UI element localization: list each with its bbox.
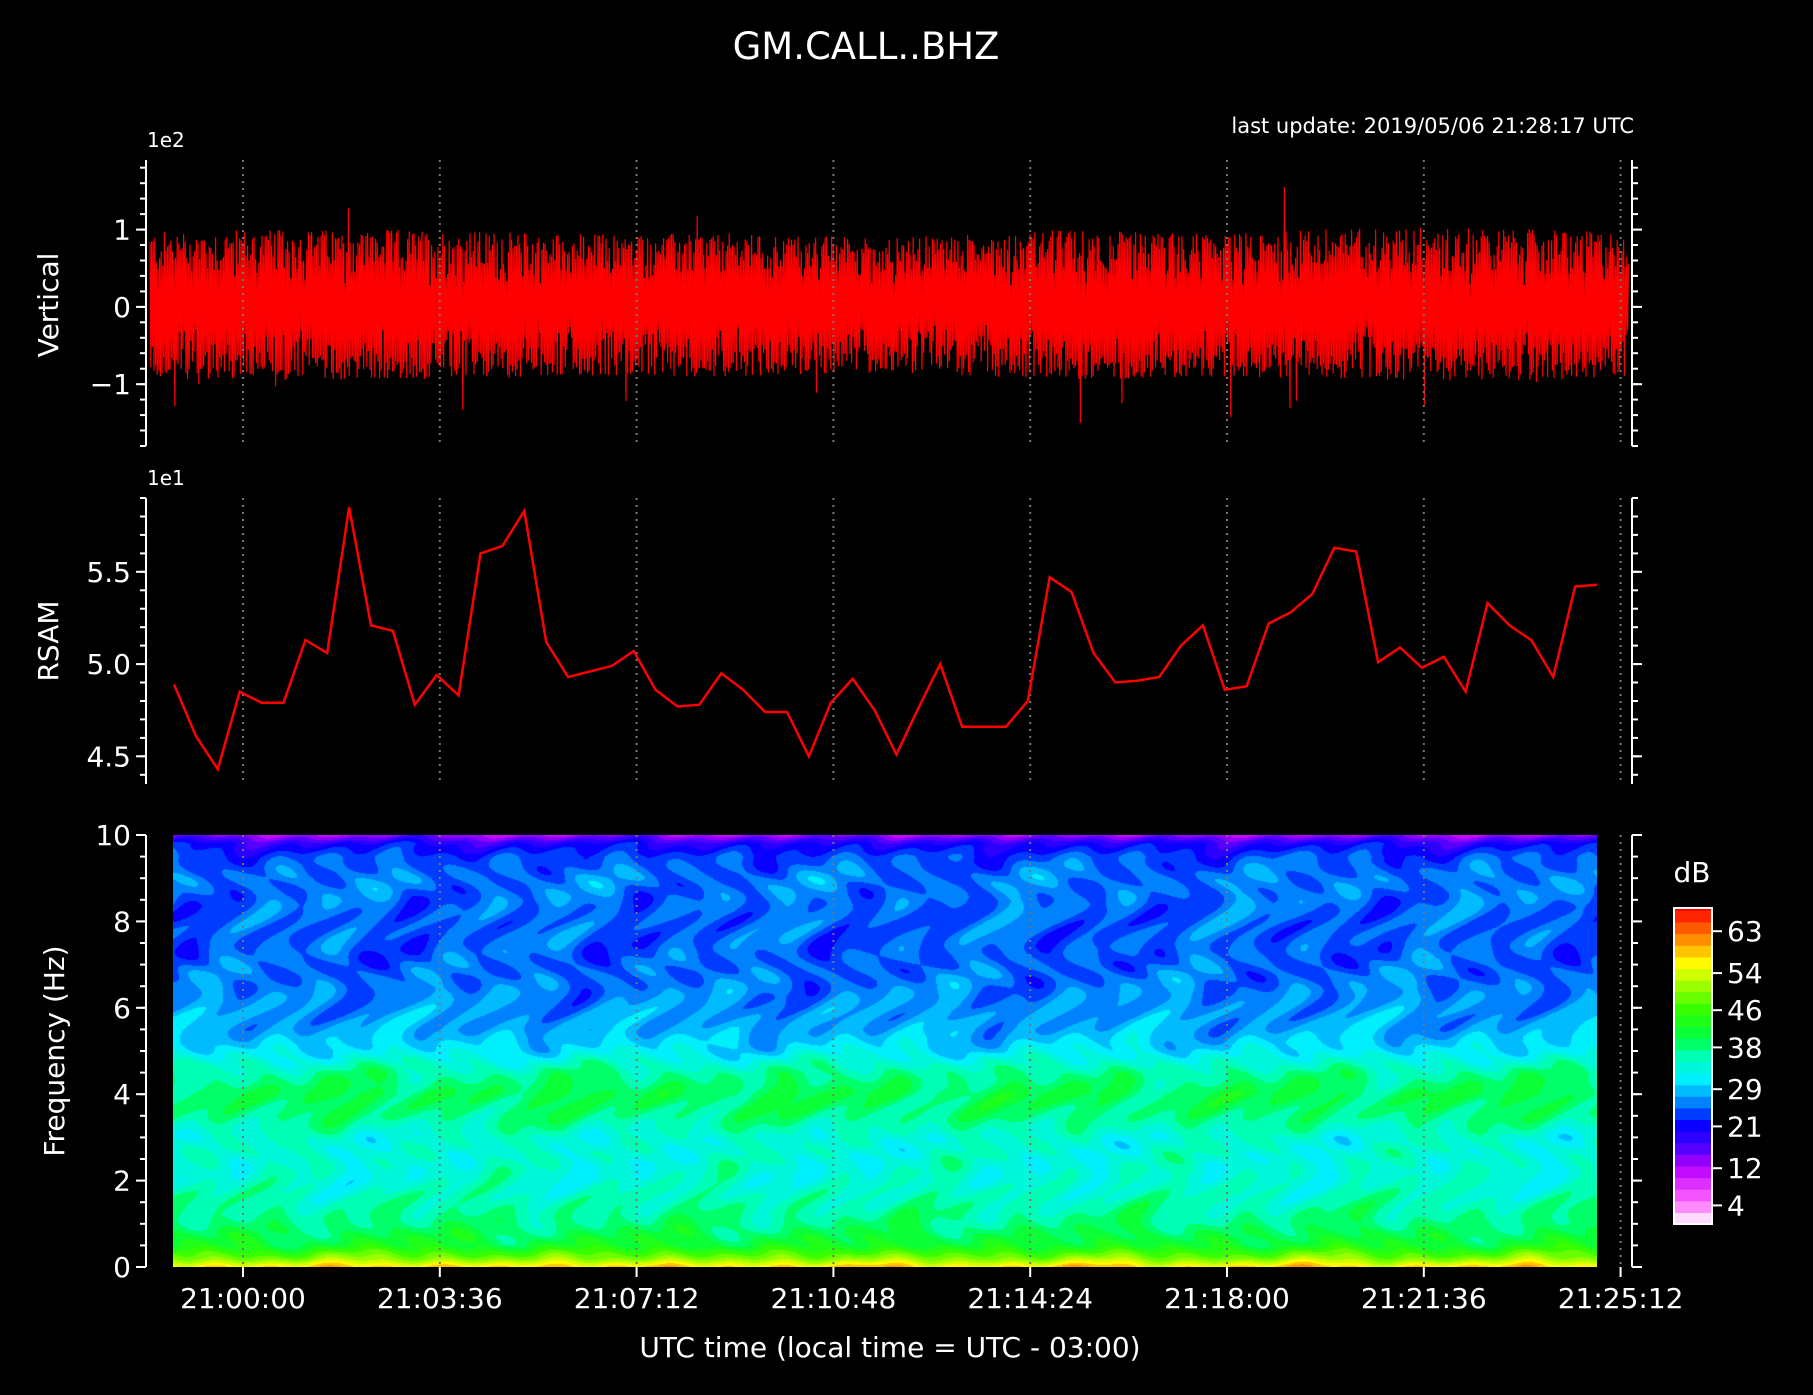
colorbar-band bbox=[1674, 910, 1712, 923]
x-tick-label: 21:18:00 bbox=[1164, 1282, 1290, 1315]
colorbar-band bbox=[1674, 1177, 1712, 1190]
rsam-y-label: RSAM bbox=[32, 600, 65, 681]
y-tick-label: 4 bbox=[113, 1078, 131, 1111]
colorbar-band bbox=[1674, 1200, 1712, 1213]
colorbar-tick-label: 4 bbox=[1727, 1189, 1745, 1222]
waveform-gridlines bbox=[242, 160, 1622, 446]
waveform-trace bbox=[149, 187, 1629, 423]
colorbar-band bbox=[1674, 980, 1712, 993]
y-tick-label: 2 bbox=[113, 1165, 131, 1198]
colorbar-band bbox=[1674, 945, 1712, 958]
y-tick-label: 1 bbox=[113, 214, 131, 247]
rsam-panel: 4.5 5.0 5.5 1e1 RSAM bbox=[32, 466, 1642, 784]
colorbar-band bbox=[1674, 1003, 1712, 1016]
colorbar-band bbox=[1674, 968, 1712, 981]
colorbar-band bbox=[1674, 933, 1712, 946]
y-tick-label: 5.5 bbox=[86, 556, 131, 589]
y-tick-label: 8 bbox=[113, 905, 131, 938]
y-tick-label: 0 bbox=[113, 291, 131, 324]
colorbar-tick-label: 12 bbox=[1727, 1152, 1763, 1185]
last-update-label: last update: 2019/05/06 21:28:17 UTC bbox=[1231, 114, 1634, 138]
colorbar-band bbox=[1674, 956, 1712, 969]
colorbar-band bbox=[1674, 1107, 1712, 1120]
spectrogram-gridlines bbox=[242, 835, 1622, 1267]
x-axis-label: UTC time (local time = UTC - 03:00) bbox=[639, 1331, 1140, 1364]
rsam-line bbox=[172, 506, 1598, 773]
colorbar-band bbox=[1674, 921, 1712, 935]
colorbar-band bbox=[1674, 1026, 1712, 1039]
colorbar-tick-label: 29 bbox=[1727, 1073, 1763, 1106]
waveform-offset-label: 1e2 bbox=[147, 128, 185, 152]
x-tick-label: 21:03:36 bbox=[377, 1282, 503, 1315]
spectrogram-y-label: Frequency (Hz) bbox=[38, 945, 71, 1156]
colorbar-band bbox=[1674, 1154, 1712, 1167]
colorbar-bands bbox=[1674, 908, 1712, 1225]
colorbar-band bbox=[1674, 1073, 1712, 1086]
y-tick-label: 4.5 bbox=[86, 740, 131, 773]
colorbar-band bbox=[1674, 1084, 1712, 1097]
waveform-line bbox=[149, 187, 1629, 423]
rsam-offset-label: 1e1 bbox=[147, 466, 185, 490]
y-tick-label: 10 bbox=[95, 819, 131, 852]
colorbar-frame bbox=[1673, 907, 1713, 1225]
rsam-gridlines bbox=[242, 498, 1622, 784]
x-tick-label: 21:10:48 bbox=[771, 1282, 897, 1315]
colorbar-band bbox=[1674, 908, 1712, 911]
y-tick-label: −1 bbox=[90, 368, 131, 401]
colorbar-tick-label: 54 bbox=[1727, 957, 1763, 990]
x-tick-label: 21:14:24 bbox=[967, 1282, 1093, 1315]
waveform-y-ticks: −1 0 1 bbox=[90, 166, 1642, 447]
waveform-y-label: Vertical bbox=[32, 253, 65, 358]
waveform-panel: −1 0 1 1e2 Vertical bbox=[32, 128, 1642, 447]
colorbar-label: dB bbox=[1674, 856, 1711, 889]
colorbar-band bbox=[1674, 1142, 1712, 1155]
colorbar-band bbox=[1674, 1061, 1712, 1074]
colorbar-tick-label: 38 bbox=[1727, 1031, 1763, 1064]
colorbar-band bbox=[1674, 1131, 1712, 1144]
spectrogram-panel: 0 2 4 6 8 10 21:00:00 21:03:36 21:07:12 21:10:48… bbox=[38, 819, 1683, 1364]
colorbar-band bbox=[1674, 1049, 1712, 1062]
colorbar-band bbox=[1674, 1038, 1712, 1051]
spectrogram-x-ticks: 21:00:00 21:03:36 21:07:12 21:10:48 21:14:24… bbox=[180, 1267, 1683, 1315]
colorbar-tick-label: 46 bbox=[1727, 994, 1763, 1027]
rsam-y-ticks: 4.5 5.0 5.5 bbox=[86, 497, 1642, 776]
chart-title: GM.CALL..BHZ bbox=[733, 25, 1000, 68]
colorbar-ticks: 4 12 21 29 38 46 54 63 bbox=[1712, 915, 1763, 1222]
colorbar-band bbox=[1674, 1165, 1712, 1179]
colorbar-band bbox=[1674, 991, 1712, 1004]
colorbar-tick-label: 21 bbox=[1727, 1110, 1763, 1143]
colorbar-band bbox=[1674, 1212, 1712, 1225]
y-tick-label: 5.0 bbox=[86, 648, 131, 681]
colorbar-tick-label: 63 bbox=[1727, 915, 1763, 948]
y-tick-label: 0 bbox=[113, 1251, 131, 1284]
x-tick-label: 21:07:12 bbox=[574, 1282, 700, 1315]
x-tick-label: 21:00:00 bbox=[180, 1282, 306, 1315]
colorbar: 4 12 21 29 38 46 54 63 dB bbox=[1673, 856, 1763, 1225]
x-tick-label: 21:25:12 bbox=[1558, 1282, 1684, 1315]
rsam-trace bbox=[172, 506, 1598, 773]
colorbar-band bbox=[1674, 1189, 1712, 1202]
colorbar-band bbox=[1674, 1014, 1712, 1028]
colorbar-band bbox=[1674, 1119, 1712, 1132]
spectrogram-image bbox=[173, 835, 1597, 1267]
x-tick-label: 21:21:36 bbox=[1361, 1282, 1487, 1315]
spectrogram-y-ticks: 0 2 4 6 8 10 bbox=[95, 819, 1642, 1284]
colorbar-band bbox=[1674, 1096, 1712, 1109]
y-tick-label: 6 bbox=[113, 992, 131, 1025]
